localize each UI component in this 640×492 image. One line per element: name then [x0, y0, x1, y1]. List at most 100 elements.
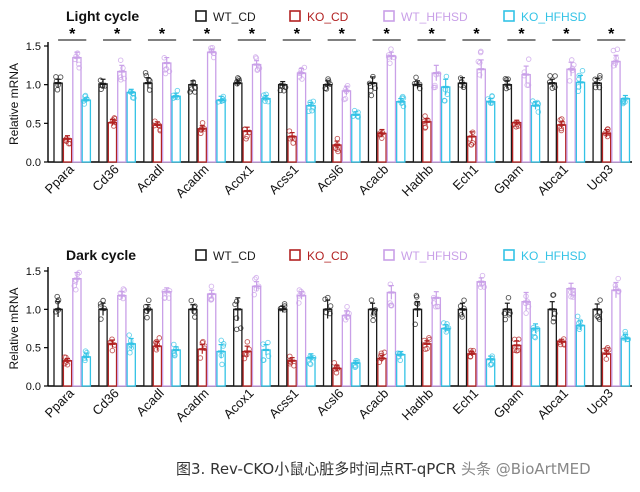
data-dot: [342, 86, 349, 93]
data-dot: [98, 316, 104, 322]
legend-item-ko_hfhsd: KO_HFHSD: [503, 249, 587, 263]
legend-label: KO_HFHSD: [521, 10, 587, 24]
bar: [261, 97, 271, 163]
watermark-text: 头条 @BioArtMED: [461, 460, 591, 478]
data-dot: [129, 94, 136, 101]
bar: [296, 72, 307, 163]
caption-text: 图3. Rev-CKO小鼠心脏多时间点RT-qPCR: [176, 460, 457, 478]
data-dot: [476, 281, 483, 287]
data-dot: [503, 77, 510, 83]
data-dot: [470, 347, 477, 354]
data-dot: [468, 142, 474, 148]
data-dot: [366, 80, 373, 87]
data-dot: [385, 52, 392, 58]
chart-title: Light cycle: [66, 8, 139, 24]
data-dot: [127, 349, 133, 356]
data-dot: [435, 70, 442, 77]
data-dot: [234, 80, 240, 87]
chart-title: Dark cycle: [66, 247, 136, 263]
legend-swatch: [289, 249, 301, 261]
data-dot: [440, 320, 447, 326]
data-dot: [391, 54, 397, 61]
data-dot: [208, 296, 215, 303]
data-dot: [97, 77, 104, 84]
data-dot: [523, 293, 529, 299]
data-dot: [309, 107, 315, 114]
data-dot: [254, 66, 261, 73]
data-dot: [327, 310, 333, 317]
data-dot: [479, 272, 486, 279]
data-dot: [422, 125, 428, 131]
data-dot: [592, 76, 598, 82]
significance-label: *: [608, 26, 615, 43]
x-tick-label: Acsl6: [313, 386, 346, 419]
data-dot: [550, 292, 557, 298]
data-dot: [220, 341, 227, 347]
data-dot: [76, 269, 82, 276]
data-dot: [120, 65, 126, 71]
data-dot: [622, 328, 628, 335]
legend-item-wt_hfhsd: WT_HFHSD: [383, 10, 468, 24]
bar: [386, 55, 397, 163]
data-dot: [467, 353, 474, 360]
x-tick-label: Ucp3: [584, 386, 616, 418]
category-group-acacb: Acacb: [355, 281, 406, 422]
data-dot: [310, 98, 317, 105]
data-dot: [421, 337, 427, 344]
data-dot: [55, 307, 62, 313]
data-dot: [530, 98, 536, 104]
data-dot: [63, 136, 69, 142]
data-dot: [457, 303, 464, 309]
data-dot: [388, 302, 395, 309]
data-dot: [400, 103, 407, 110]
bar: [322, 84, 333, 163]
significance-label: *: [428, 26, 435, 43]
data-dot: [602, 130, 608, 136]
data-dot: [332, 366, 339, 372]
category-group-acox1: Acox1: [220, 274, 272, 422]
bar: [306, 104, 316, 163]
data-dot: [61, 360, 68, 367]
data-dot: [502, 316, 508, 323]
data-dot: [153, 346, 160, 353]
category-group-acadl: Acadl: [133, 287, 181, 419]
data-dot: [624, 336, 631, 343]
data-dot: [566, 78, 573, 84]
legend-label: KO_HFHSD: [521, 249, 587, 263]
data-dot: [128, 345, 134, 351]
data-dot: [327, 81, 333, 87]
data-dot: [263, 91, 269, 98]
data-dot: [370, 317, 376, 324]
data-dot: [252, 276, 258, 282]
significance-label: *: [563, 26, 570, 43]
data-dot: [261, 92, 267, 98]
y-tick-label: 1.5: [26, 41, 41, 53]
data-dot: [322, 85, 329, 91]
data-dot: [54, 298, 61, 305]
bar: [197, 348, 208, 387]
data-dot: [73, 277, 79, 284]
data-dot: [107, 339, 113, 346]
data-dot: [457, 75, 464, 81]
data-dot: [117, 57, 124, 63]
data-dot: [378, 350, 385, 356]
data-dot: [147, 77, 153, 84]
data-dot: [127, 89, 134, 95]
data-dot: [219, 361, 225, 368]
data-dot: [489, 355, 495, 362]
y-tick-label: 0.5: [26, 118, 41, 130]
significance-label: *: [339, 26, 346, 43]
category-group-abca1: Abca1: [534, 282, 586, 422]
data-dot: [534, 326, 541, 332]
category-group-cd36: Cd36: [89, 286, 136, 418]
data-dot: [198, 126, 205, 132]
data-dot: [260, 341, 266, 347]
data-dot: [281, 301, 288, 307]
bar: [620, 97, 631, 163]
significance-label: *: [69, 26, 76, 43]
bar: [117, 70, 127, 163]
category-group-ucp3: * Ucp3: [584, 26, 631, 194]
bar: [440, 327, 451, 387]
legend-label: KO_CD: [307, 249, 349, 263]
